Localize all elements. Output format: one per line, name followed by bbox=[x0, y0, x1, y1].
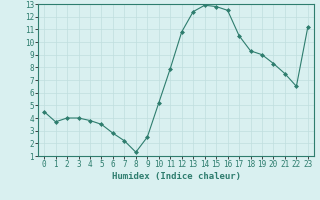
X-axis label: Humidex (Indice chaleur): Humidex (Indice chaleur) bbox=[111, 172, 241, 181]
